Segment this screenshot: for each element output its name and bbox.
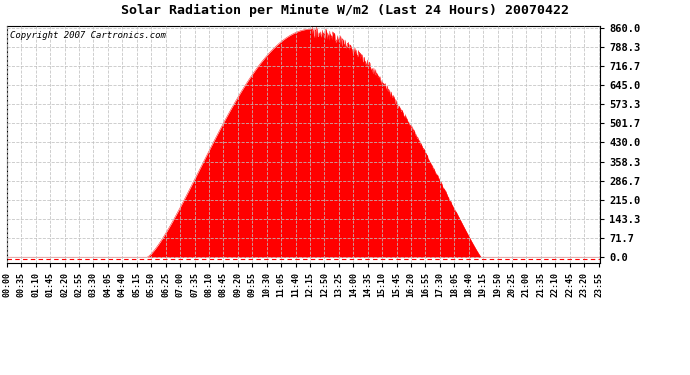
Text: Solar Radiation per Minute W/m2 (Last 24 Hours) 20070422: Solar Radiation per Minute W/m2 (Last 24… xyxy=(121,4,569,17)
Text: Copyright 2007 Cartronics.com: Copyright 2007 Cartronics.com xyxy=(10,31,166,40)
